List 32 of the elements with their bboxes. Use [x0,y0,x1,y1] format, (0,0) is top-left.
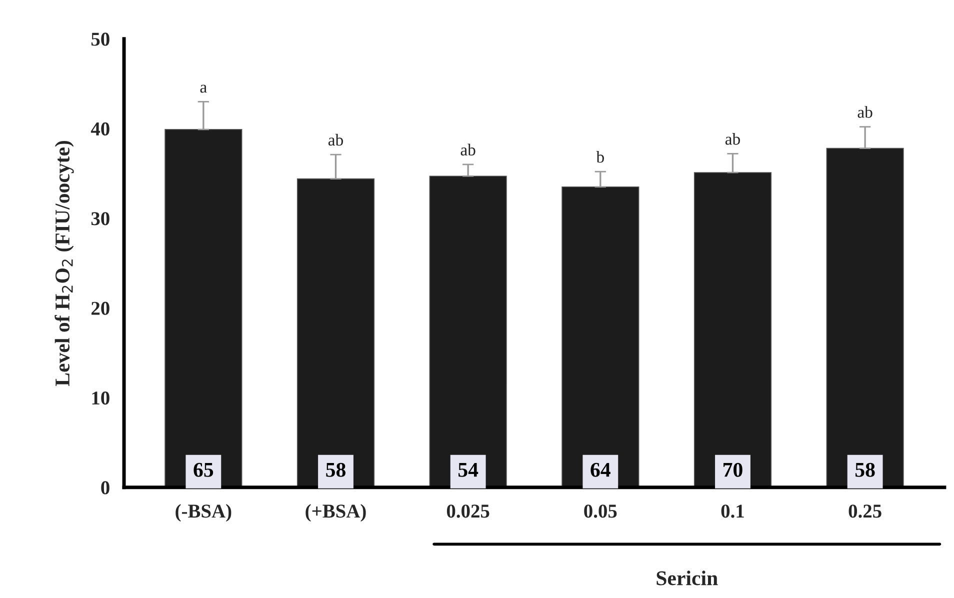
annotation: a [200,84,207,93]
bar [694,172,772,488]
text: Sericin [656,570,718,586]
annotation: 65 [194,462,214,477]
annotation: 70 [724,462,742,477]
y-axis-title: Level of H$_{2}$O$_{2}$ (FIU/oocyte) [54,140,74,386]
y-tick-label: 0 [101,481,110,494]
bar [429,176,507,488]
x-tick-label: 0.1 [721,504,744,518]
y-tick-label: 10 [92,391,110,405]
y-tick-label: 50 [91,32,110,46]
x-tick-label: (+BSA) [306,504,366,522]
x-tick-label: 0.25 [848,504,882,518]
y-tick-label: 30 [91,212,110,226]
bar [562,186,640,488]
y-tick-label: 40 [90,122,110,136]
annotation: 54 [458,462,478,477]
annotation: ab [460,144,476,156]
bar [826,148,904,488]
x-tick-label: (-BSA) [176,504,232,522]
annotation: ab [328,134,343,146]
y-tick-label: 20 [92,302,110,315]
x-tick-label: 0.05 [584,504,617,518]
annotation: ab [725,133,740,145]
bar [164,129,242,488]
x-tick-label: 0.025 [446,504,490,518]
annotation: 58 [326,462,346,477]
annotation: 64 [590,462,610,477]
annotation: b [596,150,604,163]
annotation: 58 [855,462,875,477]
bar [296,178,375,488]
annotation: ab [858,106,872,118]
